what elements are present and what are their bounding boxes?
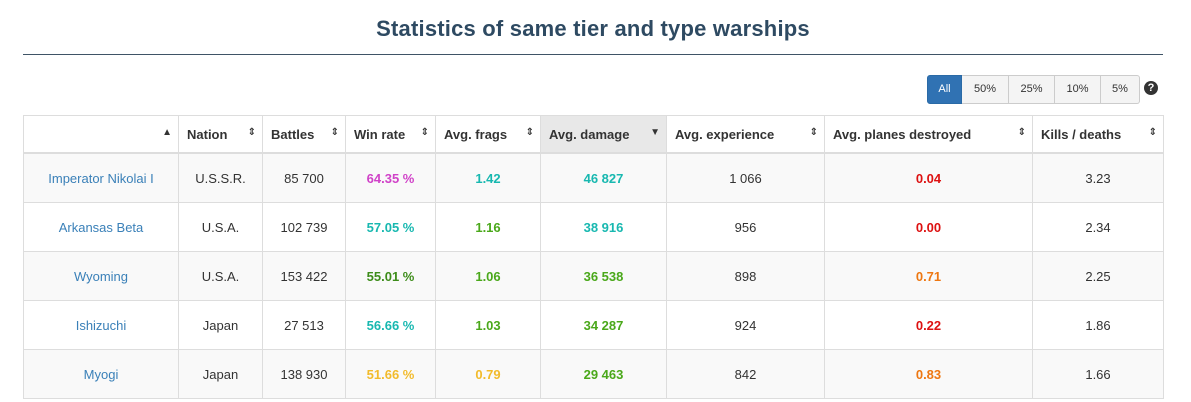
- avg-damage-cell: 29 463: [540, 349, 667, 399]
- avg-damage-cell: 38 916: [540, 202, 667, 252]
- sort-desc-icon: ▼: [650, 127, 660, 138]
- sort-icon: ⇕: [420, 127, 429, 138]
- battles-cell: 27 513: [262, 300, 346, 350]
- col-header-avg-planes[interactable]: Avg. planes destroyed ⇕: [824, 115, 1033, 154]
- col-header-avg-experience[interactable]: Avg. experience ⇕: [666, 115, 825, 154]
- avg-planes-cell: 0.00: [824, 202, 1033, 252]
- title-divider: [23, 54, 1163, 55]
- avg-frags-cell: 1.03: [435, 300, 541, 350]
- avg-experience-cell: 1 066: [666, 152, 825, 203]
- kills-deaths-cell: 2.34: [1032, 202, 1164, 252]
- stats-table: ▲︎ Nation ⇕ Battles ⇕ Win rate ⇕ Avg. frags…: [23, 115, 1164, 399]
- table-row: Myogi Japan 138 930 51.66 % 0.79 29 463 …: [23, 349, 1164, 399]
- ship-name-link[interactable]: Ishizuchi: [23, 300, 179, 350]
- ship-name-link[interactable]: Imperator Nikolai I: [23, 152, 179, 203]
- filter-10-button[interactable]: 10%: [1055, 75, 1101, 104]
- table-header-row: ▲︎ Nation ⇕ Battles ⇕ Win rate ⇕ Avg. frags…: [23, 115, 1164, 154]
- avg-damage-cell: 36 538: [540, 251, 667, 301]
- filter-5-button[interactable]: 5%: [1101, 75, 1140, 104]
- win-rate-cell: 56.66 %: [345, 300, 436, 350]
- col-header-avg-frags[interactable]: Avg. frags ⇕: [435, 115, 541, 154]
- battles-cell: 138 930: [262, 349, 346, 399]
- col-header-ship[interactable]: ▲︎: [23, 115, 179, 154]
- question-circle-icon[interactable]: ?: [1144, 81, 1158, 95]
- battles-cell: 102 739: [262, 202, 346, 252]
- table-row: Imperator Nikolai I U.S.S.R. 85 700 64.3…: [23, 152, 1164, 203]
- table-row: Arkansas Beta U.S.A. 102 739 57.05 % 1.1…: [23, 202, 1164, 252]
- kills-deaths-cell: 1.66: [1032, 349, 1164, 399]
- avg-experience-cell: 924: [666, 300, 825, 350]
- win-rate-cell: 57.05 %: [345, 202, 436, 252]
- table-row: Wyoming U.S.A. 153 422 55.01 % 1.06 36 5…: [23, 251, 1164, 301]
- col-header-battles[interactable]: Battles ⇕: [262, 115, 346, 154]
- sort-icon: ⇕: [1148, 127, 1157, 138]
- col-header-kills-deaths[interactable]: Kills / deaths ⇕: [1032, 115, 1164, 154]
- avg-planes-cell: 0.71: [824, 251, 1033, 301]
- kills-deaths-cell: 1.86: [1032, 300, 1164, 350]
- nation-cell: U.S.A.: [178, 251, 263, 301]
- sort-icon: ⇕: [1017, 127, 1026, 138]
- ship-name-link[interactable]: Wyoming: [23, 251, 179, 301]
- avg-experience-cell: 842: [666, 349, 825, 399]
- sort-icon: ⇕: [525, 127, 534, 138]
- battles-cell: 153 422: [262, 251, 346, 301]
- filter-25-button[interactable]: 25%: [1009, 75, 1055, 104]
- percentile-filter-group: All 50% 25% 10% 5%: [927, 75, 1140, 104]
- col-header-avg-damage[interactable]: Avg. damage ▼: [540, 115, 667, 154]
- nation-cell: Japan: [178, 349, 263, 399]
- avg-experience-cell: 898: [666, 251, 825, 301]
- battles-cell: 85 700: [262, 152, 346, 203]
- sort-icon: ⇕: [247, 127, 256, 138]
- win-rate-cell: 55.01 %: [345, 251, 436, 301]
- page-title: Statistics of same tier and type warship…: [376, 16, 810, 41]
- nation-cell: U.S.A.: [178, 202, 263, 252]
- table-row: Ishizuchi Japan 27 513 56.66 % 1.03 34 2…: [23, 300, 1164, 350]
- avg-planes-cell: 0.83: [824, 349, 1033, 399]
- avg-frags-cell: 1.16: [435, 202, 541, 252]
- kills-deaths-cell: 2.25: [1032, 251, 1164, 301]
- avg-damage-cell: 34 287: [540, 300, 667, 350]
- ship-name-link[interactable]: Myogi: [23, 349, 179, 399]
- sort-icon: ⇕: [809, 127, 818, 138]
- filter-all-button[interactable]: All: [927, 75, 962, 104]
- avg-experience-cell: 956: [666, 202, 825, 252]
- win-rate-cell: 51.66 %: [345, 349, 436, 399]
- nation-cell: U.S.S.R.: [178, 152, 263, 203]
- avg-damage-cell: 46 827: [540, 152, 667, 203]
- nation-cell: Japan: [178, 300, 263, 350]
- sort-icon: ▲︎: [162, 127, 172, 138]
- avg-planes-cell: 0.22: [824, 300, 1033, 350]
- avg-frags-cell: 1.42: [435, 152, 541, 203]
- col-header-win-rate[interactable]: Win rate ⇕: [345, 115, 436, 154]
- col-header-nation[interactable]: Nation ⇕: [178, 115, 263, 154]
- avg-frags-cell: 0.79: [435, 349, 541, 399]
- avg-planes-cell: 0.04: [824, 152, 1033, 203]
- sort-icon: ⇕: [330, 127, 339, 138]
- avg-frags-cell: 1.06: [435, 251, 541, 301]
- filter-50-button[interactable]: 50%: [962, 75, 1009, 104]
- ship-name-link[interactable]: Arkansas Beta: [23, 202, 179, 252]
- kills-deaths-cell: 3.23: [1032, 152, 1164, 203]
- win-rate-cell: 64.35 %: [345, 152, 436, 203]
